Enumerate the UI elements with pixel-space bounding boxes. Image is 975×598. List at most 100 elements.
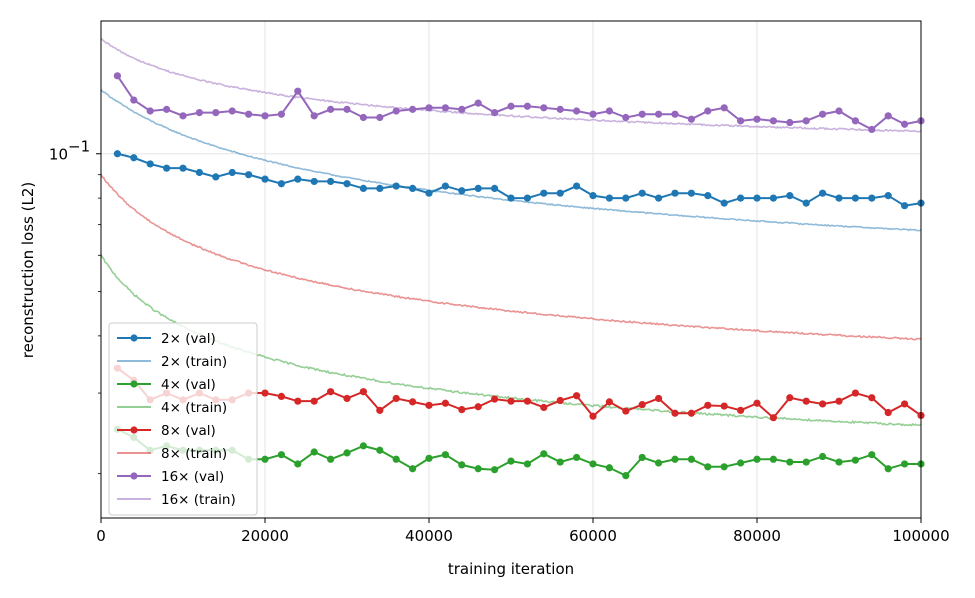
data-point-8x-val [376,406,384,414]
legend-label: 4× (val) [161,377,216,393]
data-point-4x-val [605,464,614,472]
data-point-8x-val [737,406,745,414]
data-point-8x-val [819,400,827,408]
data-point-4x-val [573,453,581,462]
data-point-4x-val [425,454,433,462]
data-point-4x-val [277,451,285,459]
data-point-16x-val [261,112,269,120]
legend-label: 8× (train) [161,446,227,462]
data-point-4x-val [835,458,843,466]
data-point-2x-val [605,194,614,202]
data-point-16x-val [277,110,285,118]
data-point-8x-val [392,394,400,403]
data-point-2x-val [523,194,532,202]
data-point-8x-val [409,398,417,406]
data-point-2x-val [228,168,236,177]
data-point-16x-val [720,104,728,112]
data-point-2x-val [327,177,335,186]
data-point-4x-val [720,463,728,471]
data-point-16x-val [343,105,351,113]
data-point-16x-val [638,110,646,118]
data-point-4x-val [868,451,876,459]
data-point-4x-val [556,458,564,466]
legend: 2× (val) 2× (train) 4× (val) 4× (train) 8× (… [108,322,258,516]
data-point-2x-val [704,192,712,200]
data-point-4x-val [343,449,351,457]
data-point-8x-val [507,397,515,405]
data-point-16x-val [179,112,187,120]
data-point-4x-val [753,455,761,463]
data-point-2x-val [491,184,499,192]
data-point-4x-val [261,455,269,463]
data-point-2x-val [835,194,843,202]
legend-label: 16× (train) [161,492,236,508]
data-point-16x-val [113,72,121,80]
data-point-4x-val [392,455,400,463]
data-point-2x-val [737,194,745,202]
data-point-2x-val [179,164,187,172]
data-point-16x-val [671,110,679,118]
data-point-4x-val [884,465,892,473]
axes: 0 20000 40000 60000 80000 100000 10 −1 [49,138,950,545]
data-point-2x-val [245,171,253,179]
data-point-8x-val [835,397,843,405]
data-point-4x-val [310,448,318,456]
data-point-8x-val [556,396,564,405]
y-tick-label: 10 [49,146,68,164]
data-point-8x-val [769,414,778,422]
data-point-2x-val [294,175,302,183]
data-point-8x-val [327,388,335,396]
data-point-4x-val [638,453,646,462]
data-point-2x-val [425,189,433,197]
data-point-2x-val [753,194,761,202]
data-point-8x-val [491,395,499,403]
y-axis-label: reconstruction loss (L2) [19,182,37,358]
data-point-16x-val [868,125,876,134]
data-point-16x-val [359,113,367,122]
data-point-4x-val [769,455,778,463]
x-tick-label: 100000 [892,527,949,545]
data-point-4x-val [687,455,696,463]
x-tick-label: 80000 [733,527,781,545]
data-point-8x-val [720,402,728,410]
data-point-4x-val [540,450,548,458]
legend-marker-16x-val [130,472,138,480]
x-tick-label: 60000 [569,527,617,545]
data-point-16x-val [737,117,745,125]
data-point-16x-val [212,108,220,117]
data-point-8x-val [441,399,449,407]
data-point-16x-val [474,99,482,107]
data-point-4x-val [458,461,466,469]
data-point-4x-val [851,456,860,464]
data-point-8x-val [605,398,614,406]
data-point-2x-val [343,180,351,188]
data-point-2x-val [458,187,466,195]
data-point-4x-val [491,466,499,474]
data-point-16x-val [245,110,253,118]
data-point-16x-val [687,115,696,123]
data-point-8x-val [343,394,351,403]
data-point-8x-val [901,400,909,408]
data-point-8x-val [261,389,269,397]
data-point-16x-val [458,105,466,113]
data-point-4x-val [704,463,712,471]
data-point-4x-val [737,459,745,467]
data-point-8x-val [573,392,581,400]
data-point-4x-val [474,465,482,473]
data-point-4x-val [359,442,367,450]
series-line-8x-train [100,173,922,341]
data-point-2x-val [507,194,515,202]
data-point-8x-val [687,409,696,417]
data-point-16x-val [228,107,236,115]
data-point-2x-val [310,177,318,186]
data-point-8x-val [294,397,302,405]
data-point-2x-val [392,182,400,190]
data-point-16x-val [310,112,318,120]
legend-label: 16× (val) [161,469,224,485]
data-point-2x-val [802,199,810,207]
data-point-4x-val [523,460,532,468]
data-point-16x-val [195,108,203,117]
data-point-4x-val [589,460,597,468]
data-point-2x-val [163,164,171,172]
